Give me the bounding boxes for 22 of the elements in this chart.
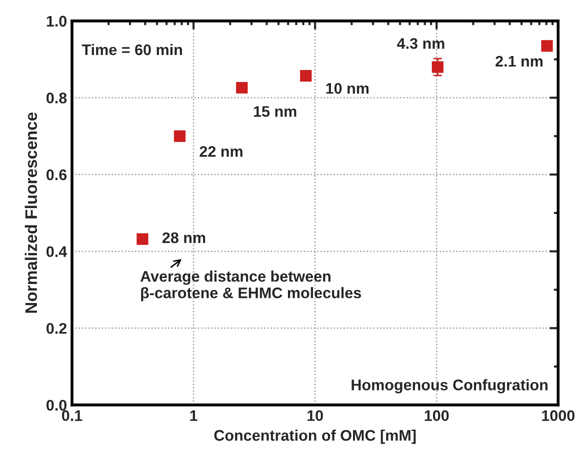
annotation: 22 nm [200, 146, 242, 157]
annotation: 4.3 nm [397, 38, 444, 49]
annotation: 28 nm [162, 232, 206, 244]
annotation: Homogenous Confugration [352, 379, 548, 394]
x-axis-title: Concentration of OMC [mM] [214, 430, 416, 444]
y-tick-label: 0.2 [46, 323, 67, 334]
x-tick-label: 1000 [542, 410, 575, 422]
x-tick-label: 0.1 [62, 410, 82, 422]
annotation: Time = 60 min [82, 44, 182, 56]
x-tick-label: 1 [190, 410, 198, 421]
y-axis-title: Normalized Fluorescence [24, 112, 38, 313]
x-tick-label: 100 [424, 410, 449, 422]
y-tick-label: 0.4 [46, 246, 68, 258]
y-tick-label: 1.0 [46, 16, 67, 27]
annotation: 15 nm [254, 106, 296, 117]
annotation: 10 nm [326, 83, 369, 94]
y-tick-label: 0.8 [46, 92, 67, 104]
annotation: Average distance between β-carotene & EHMC molecules [140, 270, 362, 302]
y-tick-label: 0.6 [46, 169, 67, 180]
x-tick-label: 10 [308, 410, 323, 422]
y-tick-label: 0.0 [46, 400, 67, 411]
annotation: 2.1 nm [496, 56, 542, 67]
